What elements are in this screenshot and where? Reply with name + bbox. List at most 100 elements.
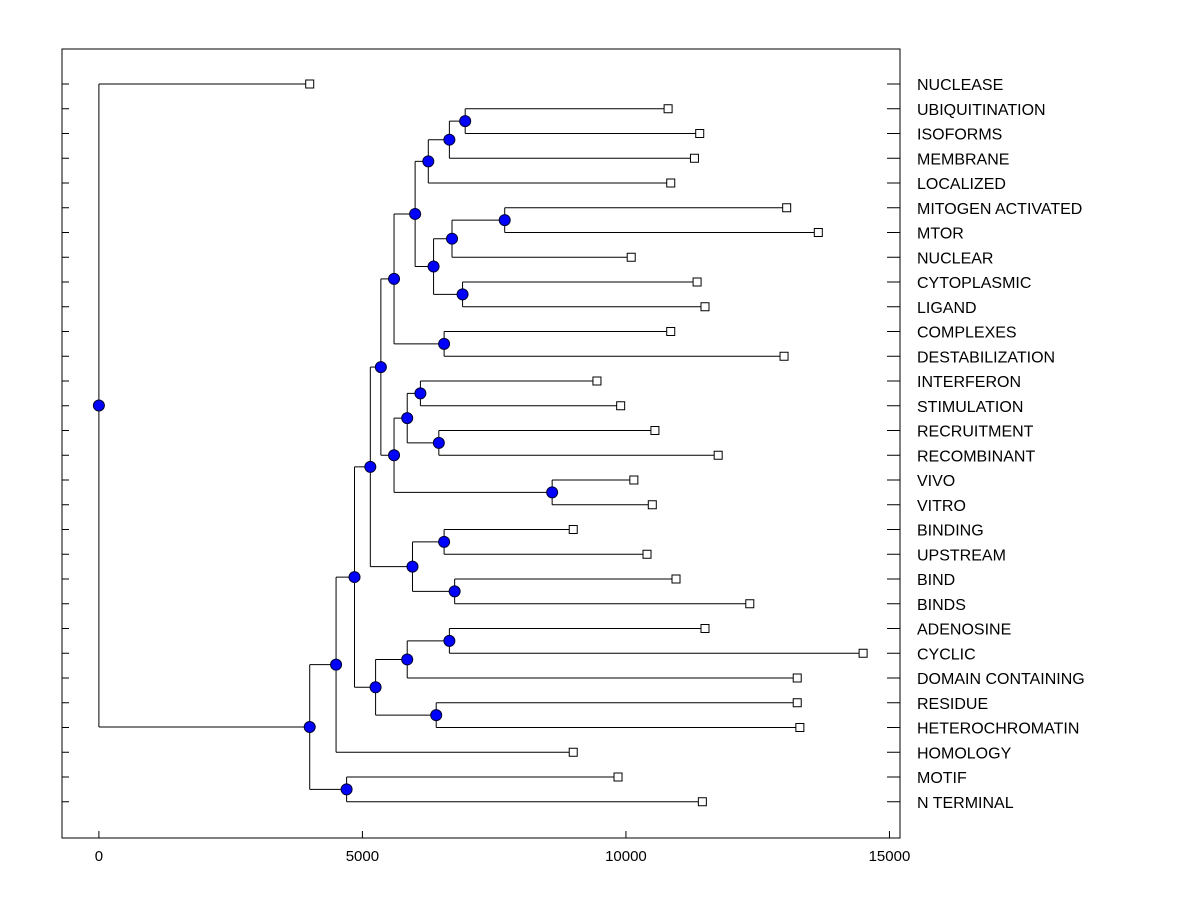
merge-node	[422, 155, 435, 168]
leaf-marker	[779, 351, 789, 361]
merge-node	[438, 337, 451, 350]
leaf-marker	[629, 475, 639, 485]
leaf-label: UPSTREAM	[917, 547, 1006, 564]
leaf-label: NUCLEAR	[917, 250, 993, 267]
leaf-label: CYCLIC	[917, 646, 976, 663]
merge-node	[388, 449, 401, 462]
leaf-label: INTERFERON	[917, 374, 1021, 391]
merge-node	[369, 681, 382, 694]
merge-node	[406, 560, 419, 573]
x-tick-label: 0	[95, 848, 103, 865]
leaf-marker	[568, 525, 578, 534]
merge-node	[546, 486, 559, 499]
plot-frame	[61, 48, 901, 839]
leaf-label: BINDS	[917, 597, 966, 614]
leaf-marker	[792, 673, 802, 683]
leaf-marker	[782, 203, 792, 213]
merge-node	[432, 436, 445, 449]
leaf-label: DESTABILIZATION	[917, 349, 1055, 366]
leaf-label: N TERMINAL	[917, 795, 1014, 812]
leaf-marker	[613, 772, 623, 782]
leaf-marker	[700, 302, 710, 312]
leaf-marker	[695, 129, 705, 138]
merge-node	[330, 658, 343, 671]
leaf-label: VITRO	[917, 498, 966, 515]
merge-node	[438, 535, 451, 548]
leaf-label: UBIQUITINATION	[917, 102, 1046, 119]
merge-node	[448, 585, 461, 598]
leaf-label: MOTIF	[917, 770, 967, 787]
x-tick-label: 15000	[869, 848, 911, 865]
leaf-label: ADENOSINE	[917, 622, 1011, 639]
leaf-marker	[689, 153, 699, 163]
leaf-marker	[568, 747, 578, 757]
merge-node	[92, 399, 105, 412]
leaf-marker	[745, 599, 755, 609]
merge-node	[498, 214, 511, 227]
leaf-label: LOCALIZED	[917, 176, 1006, 193]
merge-node	[409, 207, 422, 220]
leaf-marker	[792, 698, 802, 708]
merge-node	[430, 709, 443, 722]
leaf-marker	[642, 549, 652, 559]
leaf-label: VIVO	[917, 473, 955, 490]
y-axis-ticks	[62, 83, 900, 803]
leaf-marker	[666, 178, 676, 188]
merge-nodes	[92, 115, 559, 796]
leaf-marker	[700, 624, 710, 633]
leaf-label: CYTOPLASMIC	[917, 275, 1031, 292]
leaf-label: RECOMBINANT	[917, 448, 1035, 465]
leaf-marker	[692, 277, 702, 287]
leaf-label: RECRUITMENT	[917, 424, 1034, 441]
leaf-marker	[616, 401, 626, 411]
leaf-label: RESIDUE	[917, 696, 988, 713]
leaf-label: HETEROCHROMATIN	[917, 721, 1079, 738]
leaf-marker	[795, 723, 805, 732]
x-axis-ticks: 0 5000 10000 15000	[95, 831, 911, 865]
leaf-labels: NUCLEASE UBIQUITINATION ISOFORMS MEMBRANE LO…	[917, 77, 1085, 812]
merge-node	[443, 634, 456, 647]
leaf-marker	[813, 228, 823, 237]
leaf-label: DOMAIN CONTAINING	[917, 671, 1085, 688]
leaf-label: MITOGEN ACTIVATED	[917, 201, 1082, 218]
leaf-marker	[671, 574, 681, 584]
leaf-label: BINDING	[917, 523, 984, 540]
leaf-markers	[305, 79, 868, 807]
leaf-marker	[666, 327, 676, 336]
merge-node	[414, 387, 427, 400]
merge-node	[401, 412, 414, 425]
merge-node	[340, 783, 353, 796]
leaf-marker	[626, 252, 636, 262]
leaf-marker	[713, 450, 723, 460]
merge-node	[456, 288, 469, 301]
leaf-label: BIND	[917, 572, 955, 589]
merge-node	[401, 653, 414, 666]
leaf-label: MEMBRANE	[917, 151, 1009, 168]
leaf-label: LIGAND	[917, 300, 977, 317]
leaf-marker	[663, 104, 673, 114]
merge-node	[443, 133, 456, 146]
merge-node	[388, 272, 401, 285]
merge-node	[459, 115, 472, 128]
leaf-marker	[697, 797, 707, 807]
merge-node	[374, 361, 387, 374]
x-tick-label: 5000	[346, 848, 379, 865]
leaf-label: HOMOLOGY	[917, 745, 1012, 762]
merge-node	[303, 721, 316, 734]
leaf-label: COMPLEXES	[917, 325, 1017, 342]
leaf-marker	[305, 79, 315, 89]
merge-node	[364, 460, 377, 473]
leaf-marker	[858, 648, 868, 658]
merge-node	[348, 571, 361, 584]
leaf-label: NUCLEASE	[917, 77, 1003, 94]
leaf-label: ISOFORMS	[917, 127, 1002, 144]
leaf-label: MTOR	[917, 226, 964, 243]
leaf-marker	[650, 426, 660, 435]
leaf-label: STIMULATION	[917, 399, 1023, 416]
merge-node	[446, 232, 459, 245]
leaf-marker	[592, 376, 602, 386]
branch-lines	[98, 83, 864, 803]
leaf-marker	[647, 500, 657, 510]
x-tick-label: 10000	[605, 848, 647, 865]
